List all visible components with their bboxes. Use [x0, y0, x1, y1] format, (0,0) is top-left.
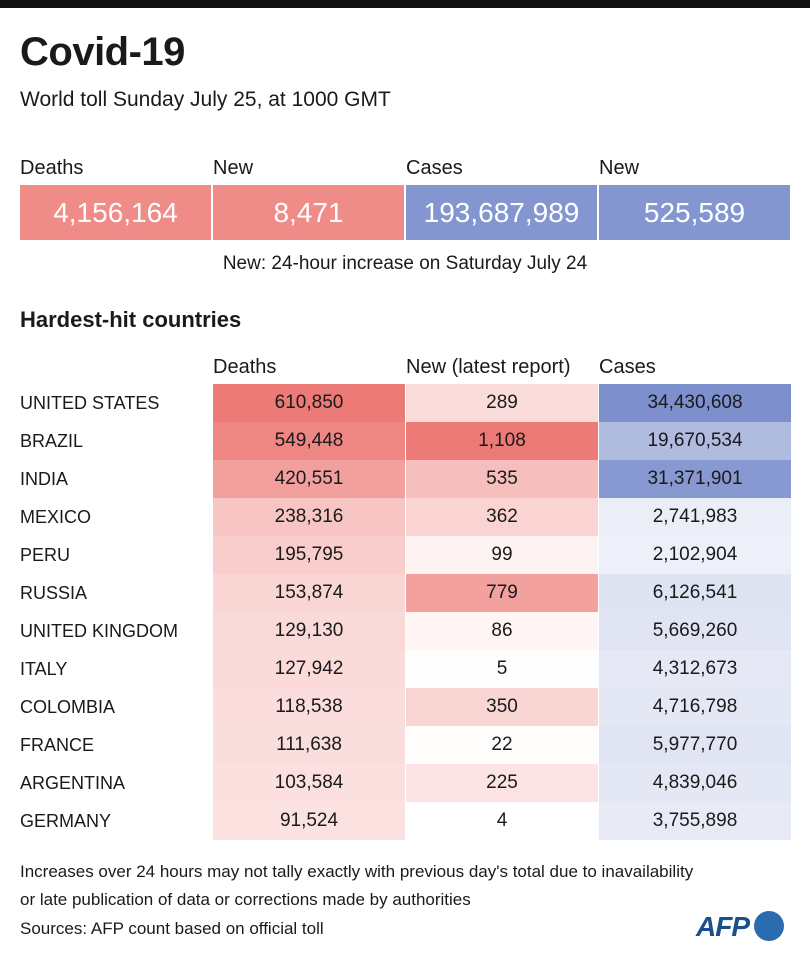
country-label: UNITED STATES [20, 393, 160, 413]
cell-deaths: 118,538 [213, 688, 405, 726]
cell-deaths: 238,316 [213, 498, 405, 536]
cell-new: 350 [406, 688, 598, 726]
page-subtitle: World toll Sunday July 25, at 1000 GMT [20, 88, 391, 111]
table-row: RUSSIA 153,874 779 6,126,541 [0, 574, 810, 612]
table-row: INDIA 420,551 535 31,371,901 [0, 460, 810, 498]
summary-value-new-deaths: 8,471 [213, 185, 404, 240]
cell-new: 22 [406, 726, 598, 764]
table-row: MEXICO 238,316 362 2,741,983 [0, 498, 810, 536]
cell-deaths: 549,448 [213, 422, 405, 460]
table-row: GERMANY 91,524 4 3,755,898 [0, 802, 810, 840]
top-rule [0, 0, 810, 8]
summary-label-cases: Cases [406, 157, 463, 179]
cell-cases: 31,371,901 [599, 460, 791, 498]
country-label: PERU [20, 545, 71, 565]
summary-value-cases: 193,687,989 [406, 185, 597, 240]
cell-new: 1,108 [406, 422, 598, 460]
country-label: MEXICO [20, 507, 92, 527]
cell-cases: 4,312,673 [599, 650, 791, 688]
column-header-deaths: Deaths [213, 356, 277, 378]
country-label: INDIA [20, 469, 69, 489]
country-label: GERMANY [20, 811, 112, 831]
cell-deaths: 91,524 [213, 802, 405, 840]
country-label: BRAZIL [20, 431, 84, 451]
cell-cases: 2,102,904 [599, 536, 791, 574]
cell-new: 535 [406, 460, 598, 498]
footnote-line-2: or late publication of data or correctio… [20, 890, 471, 909]
cell-deaths: 111,638 [213, 726, 405, 764]
sources: Sources: AFP count based on official tol… [20, 919, 324, 938]
table-row: BRAZIL 549,448 1,108 19,670,534 [0, 422, 810, 460]
summary-value-new-cases: 525,589 [599, 185, 790, 240]
column-header-new: New (latest report) [406, 356, 571, 378]
cell-cases: 4,839,046 [599, 764, 791, 802]
cell-new: 86 [406, 612, 598, 650]
cell-cases: 34,430,608 [599, 384, 791, 422]
cell-deaths: 129,130 [213, 612, 405, 650]
table-row: UNITED KINGDOM 129,130 86 5,669,260 [0, 612, 810, 650]
table-row: FRANCE 111,638 22 5,977,770 [0, 726, 810, 764]
summary-label-deaths: Deaths [20, 157, 84, 179]
cell-cases: 5,669,260 [599, 612, 791, 650]
column-header-cases: Cases [599, 356, 656, 378]
cell-new: 779 [406, 574, 598, 612]
cell-deaths: 610,850 [213, 384, 405, 422]
table-row: PERU 195,795 99 2,102,904 [0, 536, 810, 574]
page-title: Covid-19 [20, 30, 185, 74]
cell-deaths: 103,584 [213, 764, 405, 802]
cell-cases: 2,741,983 [599, 498, 791, 536]
country-label: UNITED KINGDOM [20, 621, 179, 641]
summary-note: New: 24-hour increase on Saturday July 2… [222, 253, 588, 274]
table-row: COLOMBIA 118,538 350 4,716,798 [0, 688, 810, 726]
summary-label-new-deaths: New [213, 157, 254, 179]
section-title: Hardest-hit countries [20, 307, 242, 332]
cell-cases: 4,716,798 [599, 688, 791, 726]
cell-deaths: 420,551 [213, 460, 405, 498]
afp-logo: AFP [696, 909, 788, 945]
cell-deaths: 127,942 [213, 650, 405, 688]
cell-new: 99 [406, 536, 598, 574]
logo-text: AFP [696, 911, 750, 942]
cell-new: 289 [406, 384, 598, 422]
cell-cases: 5,977,770 [599, 726, 791, 764]
country-label: RUSSIA [20, 583, 88, 603]
summary-value-deaths: 4,156,164 [20, 185, 211, 240]
cell-cases: 3,755,898 [599, 802, 791, 840]
cell-new: 225 [406, 764, 598, 802]
cell-cases: 6,126,541 [599, 574, 791, 612]
country-label: ARGENTINA [20, 773, 126, 793]
cell-new: 362 [406, 498, 598, 536]
table-row: UNITED STATES 610,850 289 34,430,608 [0, 384, 810, 422]
country-label: COLOMBIA [20, 697, 116, 717]
summary-label-new-cases: New [599, 157, 640, 179]
footnote-line-1: Increases over 24 hours may not tally ex… [20, 862, 694, 881]
cell-deaths: 195,795 [213, 536, 405, 574]
cell-cases: 19,670,534 [599, 422, 791, 460]
cell-new: 5 [406, 650, 598, 688]
table-row: ARGENTINA 103,584 225 4,839,046 [0, 764, 810, 802]
cell-deaths: 153,874 [213, 574, 405, 612]
table-row: ITALY 127,942 5 4,312,673 [0, 650, 810, 688]
logo-globe-icon [754, 911, 784, 941]
country-label: ITALY [20, 659, 68, 679]
cell-new: 4 [406, 802, 598, 840]
country-label: FRANCE [20, 735, 95, 755]
